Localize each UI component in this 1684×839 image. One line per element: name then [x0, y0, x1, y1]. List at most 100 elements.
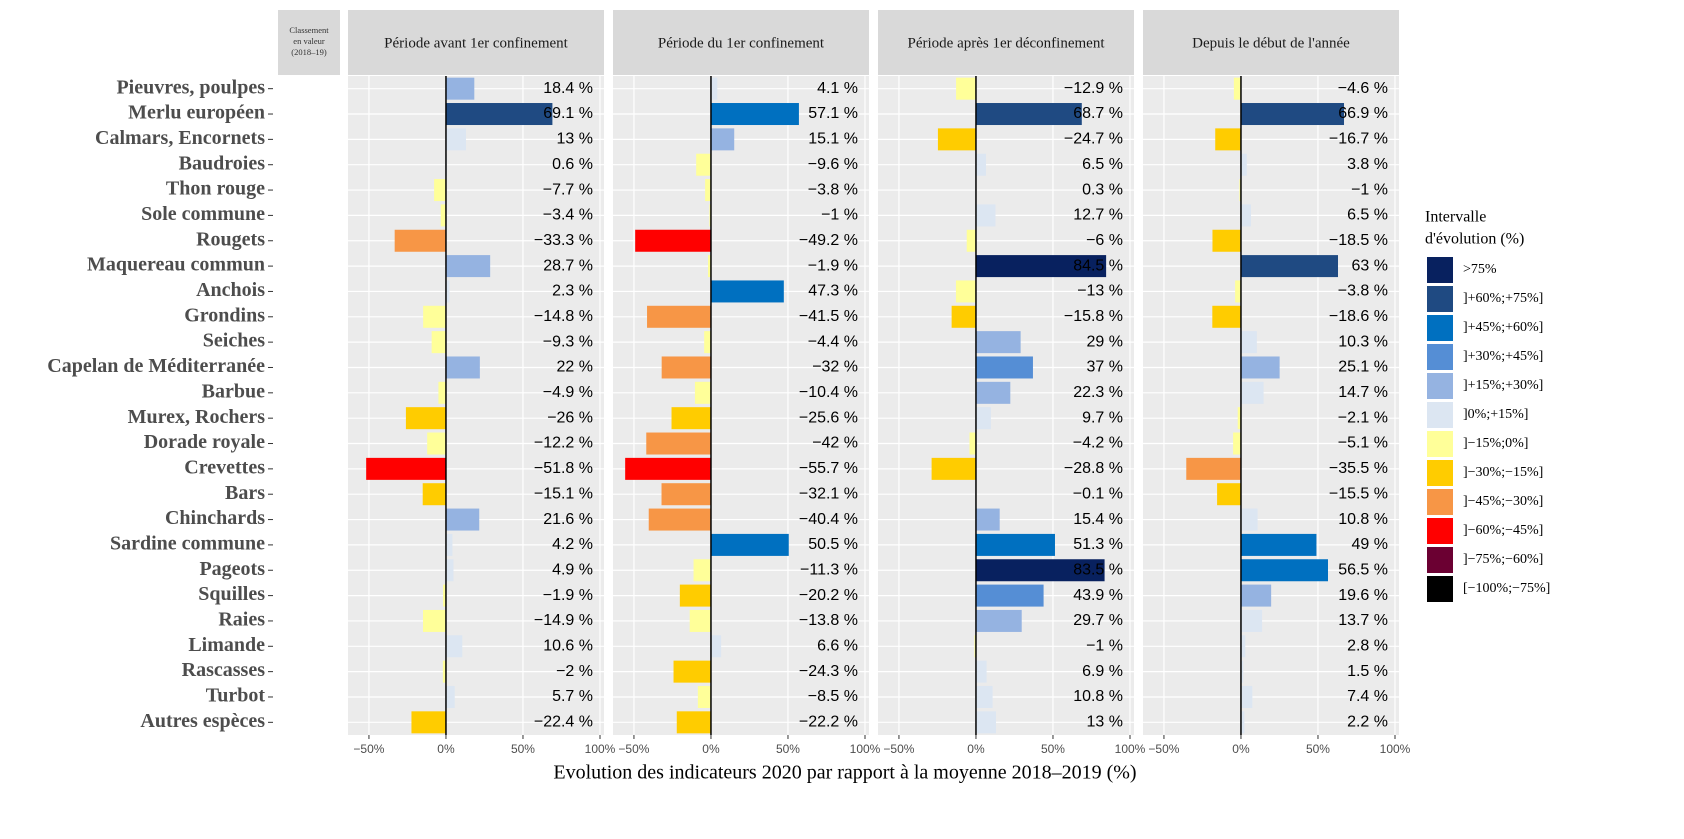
x-tick-label: 50% — [1306, 742, 1330, 756]
bar — [445, 685, 455, 708]
bar — [1233, 432, 1241, 455]
value-label: −20.2 % — [799, 587, 858, 604]
bar — [975, 609, 1022, 632]
category-label: Sole commune — [141, 203, 265, 225]
panel-bg — [1143, 76, 1399, 735]
bar — [975, 153, 986, 176]
bar — [710, 280, 784, 303]
value-label: 5.7 % — [552, 688, 593, 705]
bar — [1239, 179, 1241, 202]
value-label: −4.2 % — [1073, 435, 1123, 452]
value-label: −8.5 % — [808, 688, 858, 705]
value-label: −42 % — [812, 435, 858, 452]
value-label: −2 % — [556, 663, 593, 680]
bar — [648, 508, 711, 531]
bar — [445, 559, 454, 582]
legend-label: >75% — [1463, 262, 1497, 277]
bar — [975, 685, 993, 708]
value-label: −18.6 % — [1329, 308, 1388, 325]
bar — [694, 381, 711, 404]
value-label: 29.7 % — [1073, 612, 1123, 629]
legend-swatch — [1427, 315, 1453, 341]
bar — [679, 584, 711, 607]
value-label: 18.4 % — [543, 80, 593, 97]
value-label: −14.8 % — [534, 308, 593, 325]
x-tick-label: 100% — [1115, 742, 1146, 756]
category-label: Rascasses — [182, 659, 266, 681]
value-label: −15.1 % — [534, 485, 593, 502]
value-label: −14.9 % — [534, 612, 593, 629]
value-label: −1.9 % — [543, 587, 593, 604]
value-label: 0.6 % — [552, 156, 593, 173]
value-label: −2.1 % — [1338, 409, 1388, 426]
bar — [635, 229, 711, 252]
bar — [710, 103, 799, 126]
legend-title: Intervalle — [1425, 209, 1486, 226]
x-tick-label: 50% — [776, 742, 800, 756]
value-label: −13.8 % — [799, 612, 858, 629]
legend-swatch — [1427, 257, 1453, 283]
x-tick-label: 0% — [702, 742, 720, 756]
value-label: −9.3 % — [543, 333, 593, 350]
value-label: −55.7 % — [799, 460, 858, 477]
bar — [975, 660, 987, 683]
bar — [661, 483, 711, 506]
value-label: −4.6 % — [1338, 80, 1388, 97]
category-label: Merlu européen — [128, 102, 265, 124]
category-label: Raies — [218, 609, 265, 631]
bar — [445, 280, 450, 303]
value-label: −1.9 % — [808, 257, 858, 274]
value-label: 3.8 % — [1347, 156, 1388, 173]
legend-swatch — [1427, 576, 1453, 602]
category-label: Bars — [225, 482, 265, 504]
value-label: −12.9 % — [1064, 80, 1123, 97]
legend-swatch — [1427, 489, 1453, 515]
bar — [1240, 103, 1345, 126]
value-label: 22 % — [557, 359, 593, 376]
bar — [975, 559, 1105, 582]
legend-swatch — [1427, 402, 1453, 428]
value-label: 2.8 % — [1347, 638, 1388, 655]
value-label: −41.5 % — [799, 308, 858, 325]
value-label: −16.7 % — [1329, 131, 1388, 148]
legend-swatch — [1427, 518, 1453, 544]
bar — [1217, 483, 1241, 506]
x-tick-label: −50% — [1148, 742, 1179, 756]
panel-title: Période avant 1er confinement — [384, 35, 569, 51]
value-label: 19.6 % — [1338, 587, 1388, 604]
bar — [431, 331, 446, 354]
value-label: −4.9 % — [543, 384, 593, 401]
bar — [951, 305, 976, 328]
x-tick-label: 0% — [437, 742, 455, 756]
bar — [1215, 128, 1241, 151]
category-label: Turbot — [206, 685, 266, 707]
rank-header: Classement — [289, 25, 329, 35]
panel-title: Période du 1er confinement — [658, 35, 825, 51]
value-label: 2.3 % — [552, 283, 593, 300]
bar — [1233, 77, 1241, 100]
x-tick-label: −50% — [618, 742, 649, 756]
value-label: 69.1 % — [543, 105, 593, 122]
category-label: Autres espèces — [140, 710, 265, 732]
bar — [1240, 255, 1339, 278]
value-label: 15.4 % — [1073, 511, 1123, 528]
bar — [969, 432, 976, 455]
bar — [427, 432, 446, 455]
value-label: −7.7 % — [543, 181, 593, 198]
value-label: 56.5 % — [1338, 561, 1388, 578]
x-tick-label: 100% — [585, 742, 616, 756]
value-label: −1 % — [821, 207, 858, 224]
value-label: 7.4 % — [1347, 688, 1388, 705]
bar — [1240, 153, 1247, 176]
value-label: 12.7 % — [1073, 207, 1123, 224]
value-label: 13 % — [557, 131, 593, 148]
rank-header: en valeur — [293, 36, 325, 46]
bar — [1240, 331, 1257, 354]
value-label: 10.8 % — [1073, 688, 1123, 705]
category-label: Barbue — [202, 380, 265, 402]
value-label: −15.5 % — [1329, 485, 1388, 502]
bar — [937, 128, 976, 151]
value-label: 66.9 % — [1338, 105, 1388, 122]
bar — [1212, 229, 1241, 252]
value-label: −28.8 % — [1064, 460, 1123, 477]
